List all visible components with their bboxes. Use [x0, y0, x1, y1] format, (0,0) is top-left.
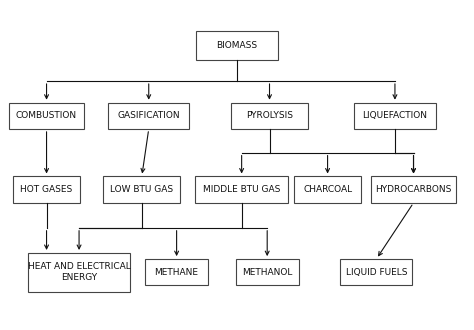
- Text: METHANE: METHANE: [155, 268, 199, 277]
- Text: BIOMASS: BIOMASS: [217, 41, 257, 50]
- FancyBboxPatch shape: [340, 259, 412, 285]
- FancyBboxPatch shape: [236, 259, 299, 285]
- Text: LIQUID FUELS: LIQUID FUELS: [346, 268, 407, 277]
- Text: HEAT AND ELECTRICAL
ENERGY: HEAT AND ELECTRICAL ENERGY: [27, 262, 130, 282]
- Text: LIQUEFACTION: LIQUEFACTION: [363, 111, 428, 120]
- Text: PYROLYSIS: PYROLYSIS: [246, 111, 293, 120]
- Text: MIDDLE BTU GAS: MIDDLE BTU GAS: [203, 185, 280, 194]
- Text: HYDROCARBONS: HYDROCARBONS: [375, 185, 452, 194]
- FancyBboxPatch shape: [145, 259, 208, 285]
- FancyBboxPatch shape: [196, 31, 278, 59]
- FancyBboxPatch shape: [108, 103, 190, 129]
- Text: HOT GASES: HOT GASES: [20, 185, 73, 194]
- Text: COMBUSTION: COMBUSTION: [16, 111, 77, 120]
- FancyBboxPatch shape: [103, 177, 180, 203]
- Text: CHARCOAL: CHARCOAL: [303, 185, 352, 194]
- FancyBboxPatch shape: [294, 177, 361, 203]
- FancyBboxPatch shape: [231, 103, 308, 129]
- FancyBboxPatch shape: [9, 103, 84, 129]
- Text: METHANOL: METHANOL: [242, 268, 292, 277]
- Text: LOW BTU GAS: LOW BTU GAS: [110, 185, 173, 194]
- FancyBboxPatch shape: [371, 177, 456, 203]
- FancyBboxPatch shape: [13, 177, 80, 203]
- Text: GASIFICATION: GASIFICATION: [118, 111, 180, 120]
- FancyBboxPatch shape: [195, 177, 288, 203]
- FancyBboxPatch shape: [28, 253, 130, 291]
- FancyBboxPatch shape: [354, 103, 436, 129]
